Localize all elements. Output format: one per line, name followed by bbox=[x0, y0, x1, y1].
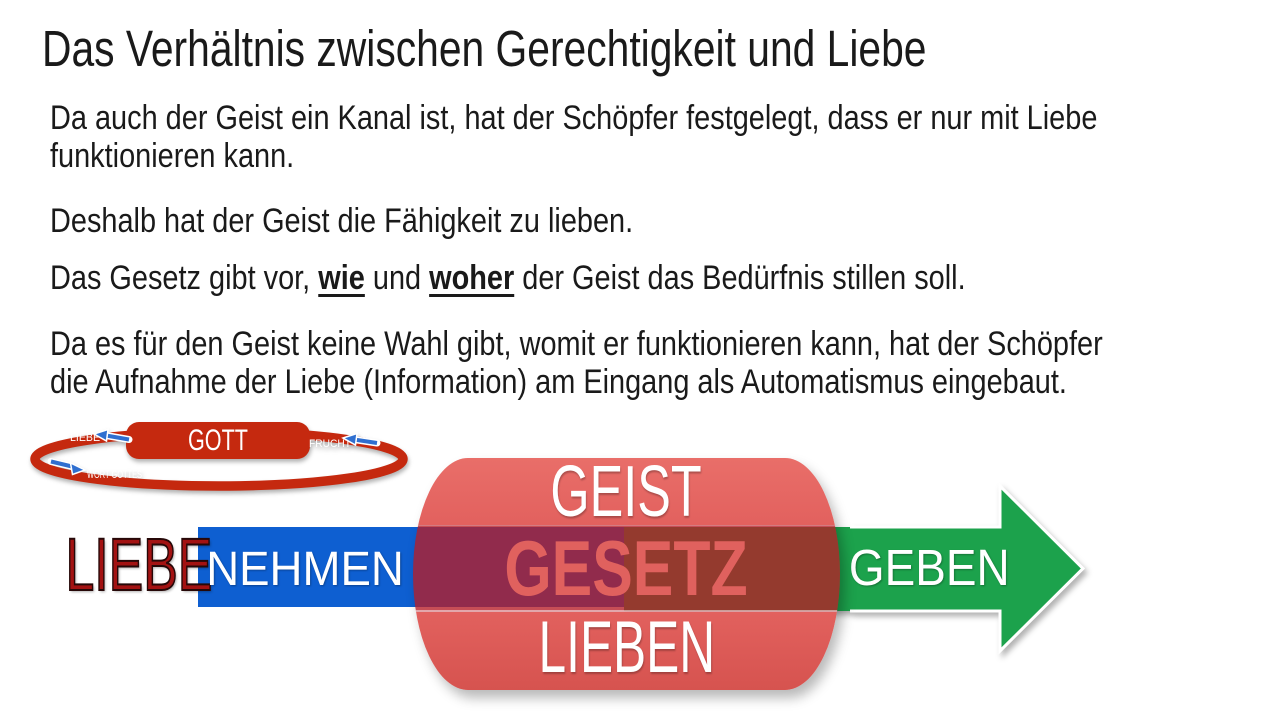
cycle-arrow-right-icon bbox=[341, 432, 381, 447]
paragraph-1-line-1: Da auch der Geist ein Kanal ist, hat der… bbox=[50, 99, 1098, 137]
paragraph-2-line-1: Deshalb hat der Geist die Fähigkeit zu l… bbox=[50, 202, 634, 240]
cycle-wort-gottes-label: WORT GOTTES bbox=[87, 469, 142, 481]
cylinder-law-band bbox=[413, 525, 840, 612]
lieben-label: LIEBEN bbox=[538, 606, 715, 688]
cycle-arrow-bottom-icon bbox=[47, 458, 87, 476]
god-cycle-diagram: GOTT LIEBE FRUCHT WORT GOTTES bbox=[30, 422, 408, 491]
geben-label: GEBEN bbox=[848, 538, 1010, 596]
gott-label: GOTT bbox=[188, 424, 248, 457]
paragraph-4-line-1: Da es für den Geist keine Wahl gibt, wom… bbox=[50, 325, 1103, 363]
paragraph-3: Das Gesetz gibt vor, wie und woher der G… bbox=[50, 259, 1127, 297]
paragraph-1: Da auch der Geist ein Kanal ist, hat der… bbox=[50, 99, 1280, 175]
cylinder-top-segment bbox=[413, 458, 840, 525]
cylinder-bottom-segment bbox=[413, 612, 840, 690]
gesetz-label: GESETZ bbox=[504, 524, 749, 612]
paragraph-4-line-2: die Aufnahme der Liebe (Information) am … bbox=[50, 363, 1067, 401]
liebe-source-label: LIEBE bbox=[65, 523, 213, 606]
paragraph-3-line-1: Das Gesetz gibt vor, wie und woher der G… bbox=[50, 259, 966, 297]
paragraph-4: Da es für den Geist keine Wahl gibt, wom… bbox=[50, 325, 1280, 401]
slide-title: Das Verhältnis zwischen Gerechtigkeit un… bbox=[42, 16, 1148, 82]
cycle-liebe-label: LIEBE bbox=[70, 432, 100, 444]
give-arrow-outline bbox=[850, 482, 1086, 655]
keyword-wie: wie bbox=[318, 259, 365, 297]
cycle-frucht-label: FRUCHT bbox=[309, 438, 351, 450]
paragraph-1-line-2: funktionieren kann. bbox=[50, 137, 295, 175]
paragraph-3-post: der Geist das Bedürfnis stillen soll. bbox=[514, 259, 966, 297]
cycle-arrow-left-icon bbox=[92, 428, 133, 443]
slide-title-text: Das Verhältnis zwischen Gerechtigkeit un… bbox=[42, 20, 927, 77]
nehmen-label: NEHMEN bbox=[206, 542, 404, 596]
geist-label: GEIST bbox=[550, 458, 703, 532]
paragraph-2: Deshalb hat der Geist die Fähigkeit zu l… bbox=[50, 202, 736, 240]
paragraph-3-pre: Das Gesetz gibt vor, bbox=[50, 259, 319, 297]
gott-box bbox=[126, 422, 310, 459]
keyword-woher: woher bbox=[429, 259, 515, 297]
spirit-cylinder: GEIST GESETZ LIEBEN bbox=[413, 458, 840, 690]
paragraph-3-mid: und bbox=[364, 259, 430, 297]
